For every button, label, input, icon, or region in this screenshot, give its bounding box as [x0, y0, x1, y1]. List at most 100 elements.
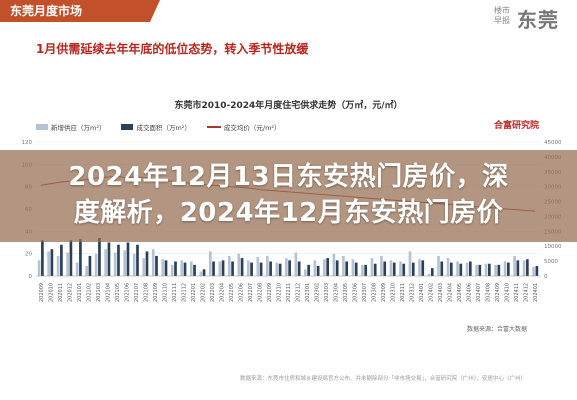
- bar-new-supply: [323, 259, 326, 276]
- bar-new-supply: [218, 261, 222, 276]
- bar-new-supply: [66, 252, 69, 276]
- x-tick-label: 202211: [286, 283, 292, 302]
- y-left-tick-label: 120: [22, 140, 33, 146]
- bar-new-supply: [513, 255, 516, 276]
- bar-new-supply: [75, 262, 79, 276]
- bar-new-supply: [246, 260, 250, 276]
- bar-deal-area: [354, 262, 358, 276]
- x-tick-label: 202205: [229, 283, 235, 302]
- bar-new-supply: [408, 251, 412, 276]
- bar-new-supply: [389, 260, 393, 276]
- bar-deal-area: [212, 261, 215, 276]
- bar-new-supply: [161, 259, 165, 276]
- x-tick-label: 202207: [248, 283, 254, 302]
- bar-deal-area: [526, 259, 529, 276]
- x-tick-label: 202408: [486, 283, 492, 302]
- bar-new-supply: [418, 259, 421, 276]
- bar-deal-area: [79, 239, 82, 276]
- bar-new-supply: [94, 253, 98, 276]
- bar-new-supply: [446, 258, 450, 276]
- x-tick-label: 202009: [39, 283, 45, 302]
- x-tick-label: 202407: [476, 283, 482, 302]
- bar-deal-area: [183, 262, 187, 276]
- y-left-tick-label: 0: [29, 274, 33, 280]
- bar-new-supply: [304, 269, 307, 276]
- bar-new-supply: [342, 255, 345, 276]
- title-banner: [0, 150, 577, 242]
- bar-deal-area: [240, 258, 244, 276]
- x-tick-label: 202410: [505, 283, 511, 302]
- x-tick-label: 202011: [58, 283, 64, 302]
- brand-small-text: 楼市早报: [494, 6, 510, 25]
- y-right-tick-label: 5000: [544, 259, 558, 265]
- x-tick-label: 202311: [400, 283, 406, 302]
- bar-deal-area: [250, 262, 253, 276]
- bar-new-supply: [370, 258, 374, 276]
- x-tick-label: 202104: [105, 283, 111, 302]
- x-tick-label: 202106: [124, 283, 130, 302]
- x-tick-label: 202203: [210, 283, 216, 302]
- bar-new-supply: [123, 250, 127, 276]
- bar-deal-area: [60, 244, 63, 276]
- bar-new-supply: [151, 249, 155, 276]
- bar-deal-area: [449, 262, 453, 276]
- bar-new-supply: [180, 260, 184, 276]
- y-left-tick-label: 20: [25, 252, 32, 258]
- bar-new-supply: [465, 262, 469, 276]
- y-right-tick-label: 45000: [544, 140, 562, 146]
- legend-deal-area: 成交面积（万m²）: [121, 122, 191, 132]
- banner-title: 2024年12月13日东安热门房价，深 度解析，2024年12月东安热门房价: [0, 159, 577, 231]
- x-tick-label: 202107: [134, 283, 140, 302]
- bar-deal-area: [288, 260, 291, 276]
- x-tick-label: 202210: [276, 283, 282, 302]
- bar-deal-area: [269, 261, 272, 276]
- bar-deal-area: [307, 264, 310, 276]
- bar-deal-area: [326, 258, 330, 276]
- bar-new-supply: [294, 252, 298, 276]
- x-tick-label: 202404: [448, 283, 454, 302]
- bar-deal-area: [392, 262, 396, 276]
- bar-deal-area: [278, 263, 282, 276]
- bar-deal-area: [364, 264, 368, 276]
- banner-title-line-1: 2024年12月13日东安热门房价，深: [68, 162, 509, 192]
- x-tick-label: 202307: [362, 283, 368, 302]
- bar-new-supply: [275, 262, 279, 276]
- bar-new-supply: [313, 260, 317, 276]
- bar-deal-area: [69, 240, 73, 276]
- x-tick-label: 202108: [143, 283, 149, 302]
- section-tab: 东莞月度市场: [0, 0, 160, 22]
- x-tick-label: 202305: [343, 283, 349, 302]
- bar-deal-area: [202, 269, 206, 276]
- legend-label-deal-area: 成交面积（万m²）: [136, 124, 191, 132]
- x-tick-label: 202401: [419, 283, 425, 302]
- bar-new-supply: [399, 261, 402, 276]
- x-tick-label: 202412: [524, 283, 530, 302]
- bar-deal-area: [164, 260, 168, 276]
- bar-deal-area: [411, 262, 415, 276]
- x-tick-label: 202301: [305, 283, 311, 302]
- bar-deal-area: [88, 255, 92, 276]
- bar-deal-area: [136, 244, 139, 276]
- bar-new-supply: [285, 258, 288, 276]
- bar-new-supply: [475, 264, 478, 276]
- x-tick-label: 202101: [77, 283, 83, 302]
- bar-deal-area: [231, 261, 234, 276]
- bar-deal-area: [516, 260, 520, 276]
- x-tick-label: 202112: [181, 283, 187, 302]
- brand-logo: 东莞: [517, 8, 559, 32]
- x-tick-label: 202411: [514, 283, 520, 302]
- chart-legend: 新增供应（万m²） 成交面积（万m²） 成交均价（元/m²）: [36, 122, 281, 132]
- legend-swatch-deal-area: [121, 124, 134, 130]
- x-tick-label: 202201: [191, 283, 197, 302]
- bar-new-supply: [437, 255, 440, 276]
- x-tick-label: 202102: [86, 283, 92, 302]
- bar-deal-area: [193, 264, 196, 276]
- bar-deal-area: [421, 260, 425, 276]
- legend-new-supply: 新增供应（万m²）: [36, 122, 105, 132]
- x-tick-label: 202405: [457, 283, 463, 302]
- legend-avg-price: 成交均价（元/m²）: [206, 122, 281, 132]
- bar-new-supply: [456, 261, 459, 276]
- bar-new-supply: [189, 261, 193, 276]
- x-tick-label: 202406: [467, 283, 473, 302]
